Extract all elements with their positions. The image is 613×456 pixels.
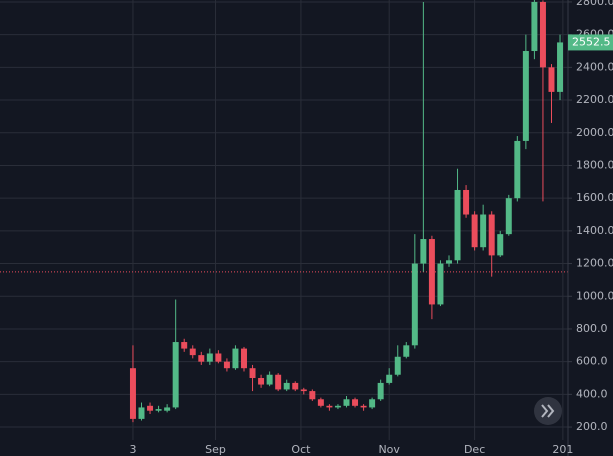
x-tick-label: Oct bbox=[291, 443, 311, 456]
candle-body bbox=[266, 374, 273, 385]
price-tag-bg bbox=[568, 34, 613, 51]
candle-body bbox=[454, 189, 461, 261]
scroll-icon bbox=[541, 404, 555, 418]
y-tick-label: 1200.0 bbox=[576, 257, 613, 270]
y-tick-label: 1800.0 bbox=[576, 158, 613, 171]
axes: 200.0 400.0 600.0 800.0 1000.0 1200.0 1400.0 16… bbox=[129, 0, 613, 456]
y-tick-label: 800.0 bbox=[576, 322, 608, 335]
candle-body bbox=[334, 405, 341, 408]
candle-body bbox=[531, 1, 538, 52]
candle-body bbox=[241, 348, 247, 369]
x-tick-label: 3 bbox=[129, 443, 136, 456]
x-tick-label: 201 bbox=[552, 443, 573, 456]
y-tick-label: 2800.0 bbox=[576, 0, 613, 8]
candle-body bbox=[420, 239, 427, 264]
candle-body bbox=[548, 67, 555, 92]
y-tick-label: 200.0 bbox=[576, 420, 608, 433]
candle-body bbox=[232, 348, 239, 369]
y-tick-label: 600.0 bbox=[576, 355, 608, 368]
y-tick-label: 2200.0 bbox=[576, 93, 613, 106]
y-tick-label: 1600.0 bbox=[576, 191, 613, 204]
candle-body bbox=[129, 368, 136, 419]
candle-body bbox=[172, 342, 179, 408]
candle-body bbox=[326, 405, 333, 408]
candle-body bbox=[198, 355, 205, 362]
y-tick-label: 400.0 bbox=[576, 387, 608, 400]
candle-body bbox=[215, 353, 222, 362]
candle-body bbox=[522, 51, 529, 141]
candle-body bbox=[309, 391, 316, 400]
y-tick-label: 1000.0 bbox=[576, 289, 613, 302]
candle-body bbox=[369, 399, 376, 408]
candle-body bbox=[189, 348, 196, 356]
x-tick-label: Sep bbox=[205, 443, 226, 456]
candle-body bbox=[223, 361, 230, 369]
candle-body bbox=[352, 399, 359, 406]
scroll-button[interactable] bbox=[534, 397, 562, 425]
candle-body bbox=[360, 405, 367, 408]
candle-body bbox=[292, 382, 299, 390]
candle-body bbox=[206, 353, 213, 362]
candle-body bbox=[386, 374, 393, 383]
candle-body bbox=[463, 189, 470, 215]
candle-body bbox=[488, 214, 495, 256]
candle-body bbox=[428, 239, 435, 305]
candle-body bbox=[505, 198, 512, 235]
price-tag: 2552.5 bbox=[572, 35, 611, 48]
candle-body bbox=[437, 263, 444, 305]
candle-body bbox=[147, 405, 154, 411]
candle-body bbox=[539, 1, 546, 68]
y-tick-label: 2400.0 bbox=[576, 60, 613, 73]
candle-body bbox=[317, 399, 324, 406]
candle-body bbox=[275, 374, 282, 390]
candle-body bbox=[411, 263, 418, 346]
candle-body bbox=[155, 409, 162, 411]
candle-body bbox=[471, 214, 478, 248]
candle-body bbox=[181, 342, 188, 349]
candle-body bbox=[394, 356, 401, 375]
x-tick-label: Nov bbox=[378, 443, 400, 456]
candle-body bbox=[138, 407, 145, 419]
candle-body bbox=[446, 260, 452, 264]
candle-body bbox=[514, 140, 521, 199]
candle-body bbox=[557, 42, 564, 92]
candle-body bbox=[497, 234, 504, 256]
candle-body bbox=[480, 214, 487, 248]
candle-body bbox=[300, 389, 307, 392]
candle-body bbox=[283, 382, 290, 390]
candle-body bbox=[377, 382, 384, 400]
candle-body bbox=[249, 368, 256, 379]
candle-body bbox=[164, 407, 171, 411]
y-tick-label: 2000.0 bbox=[576, 126, 613, 139]
grid bbox=[0, 0, 568, 440]
y-tick-label: 1400.0 bbox=[576, 224, 613, 237]
candles bbox=[0, 0, 568, 423]
candle-body bbox=[403, 345, 410, 357]
x-tick-label: Dec bbox=[464, 443, 485, 456]
candle-body bbox=[258, 378, 265, 385]
candle-body bbox=[343, 399, 350, 406]
